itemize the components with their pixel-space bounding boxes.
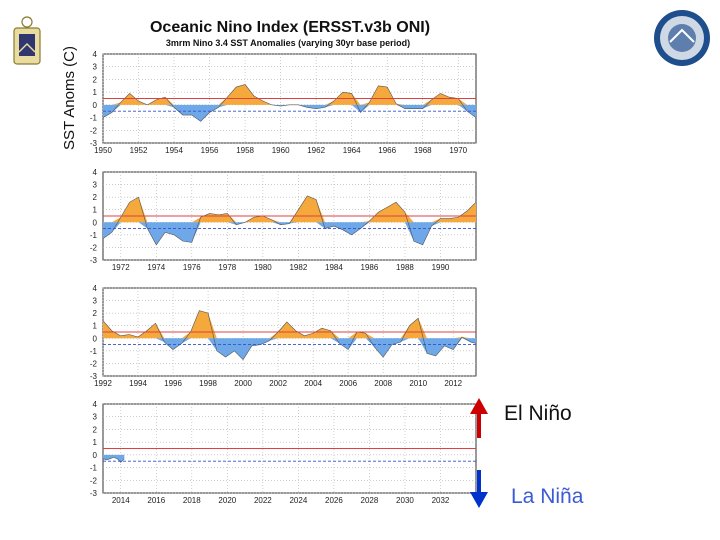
oni-series-line — [102, 195, 477, 246]
la-nina-area — [103, 338, 476, 360]
x-tick-label: 2016 — [147, 496, 165, 505]
y-tick-label: 4 — [93, 284, 98, 293]
x-tick-label: 2030 — [396, 496, 414, 505]
y-tick-label: 4 — [93, 400, 98, 409]
y-tick-label: 1 — [93, 88, 98, 97]
x-tick-label: 1950 — [94, 146, 112, 155]
x-tick-label: 2004 — [304, 379, 322, 388]
x-tick-label: 1996 — [164, 379, 182, 388]
x-tick-label: 2032 — [432, 496, 450, 505]
y-tick-label: -1 — [90, 347, 98, 356]
x-tick-label: 2020 — [218, 496, 236, 505]
x-tick-label: 1958 — [236, 146, 254, 155]
la-nina-label: La Niña — [511, 485, 584, 508]
oni-series-line — [102, 84, 477, 122]
x-tick-label: 1976 — [183, 263, 201, 272]
x-tick-label: 1972 — [112, 263, 130, 272]
x-tick-label: 2002 — [269, 379, 287, 388]
x-tick-label: 1982 — [289, 263, 307, 272]
x-tick-label: 1974 — [147, 263, 165, 272]
y-tick-label: 0 — [93, 218, 98, 227]
x-tick-label: 1980 — [254, 263, 272, 272]
y-tick-label: 2 — [93, 75, 98, 84]
y-tick-label: -2 — [90, 126, 98, 135]
y-tick-label: -3 — [90, 372, 98, 381]
y-tick-label: 3 — [93, 413, 98, 422]
y-tick-label: 0 — [93, 334, 98, 343]
y-axis-label: SST Anoms (C) — [61, 46, 78, 150]
y-tick-label: 1 — [93, 438, 98, 447]
panel-2: 4 3 2 1 0 -1 -2 -3 1972 1974 1976 1978 1980 1982 1984 1… — [90, 168, 477, 272]
x-tick-label: 1968 — [414, 146, 432, 155]
x-tick-label: 2022 — [254, 496, 272, 505]
x-tick-label: 1960 — [272, 146, 290, 155]
x-tick-label: 1978 — [218, 263, 236, 272]
y-tick-label: 0 — [93, 451, 98, 460]
x-tick-label: 1954 — [165, 146, 183, 155]
x-tick-label: 1966 — [378, 146, 396, 155]
panel-4: 4 3 2 1 0 -1 -2 -3 2014 2016 2018 2020 2022 2024 2026 2… — [90, 400, 477, 505]
y-tick-label: 3 — [93, 181, 98, 190]
y-tick-label: 4 — [93, 168, 98, 177]
x-tick-label: 2028 — [361, 496, 379, 505]
y-tick-label: 2 — [93, 193, 98, 202]
y-tick-label: 1 — [93, 206, 98, 215]
y-tick-label: 2 — [93, 309, 98, 318]
y-tick-label: 1 — [93, 322, 98, 331]
x-tick-label: 2010 — [409, 379, 427, 388]
chart-subtitle: 3mrm Nino 3.4 SST Anomalies (varying 30y… — [166, 38, 410, 48]
y-tick-label: -2 — [90, 243, 98, 252]
y-tick-label: -1 — [90, 114, 98, 123]
x-tick-label: 2008 — [374, 379, 392, 388]
y-tick-label: -3 — [90, 256, 98, 265]
y-tick-label: 4 — [93, 50, 98, 59]
y-tick-label: 3 — [93, 297, 98, 306]
y-tick-label: -3 — [90, 489, 98, 498]
la-nina-area — [103, 222, 476, 245]
x-tick-label: 2026 — [325, 496, 343, 505]
la-nina-area — [103, 454, 125, 463]
y-tick-label: -1 — [90, 231, 98, 240]
x-tick-label: 1970 — [449, 146, 467, 155]
el-nino-label: El Niño — [504, 402, 572, 425]
x-tick-label: 1986 — [361, 263, 379, 272]
chart-title: Oceanic Nino Index (ERSST.v3b ONI) — [150, 19, 430, 36]
y-tick-label: -2 — [90, 476, 98, 485]
x-tick-label: 2024 — [289, 496, 307, 505]
x-tick-label: 1994 — [129, 379, 147, 388]
x-tick-label: 2006 — [339, 379, 357, 388]
el-nino-area — [103, 84, 476, 105]
y-tick-label: -1 — [90, 464, 98, 473]
x-tick-label: 1962 — [307, 146, 325, 155]
el-nino-area — [103, 310, 476, 339]
oceanography-seal-icon — [654, 10, 710, 66]
oni-series-line — [102, 310, 477, 361]
x-tick-label: 1984 — [325, 263, 343, 272]
x-tick-label: 2000 — [234, 379, 252, 388]
y-tick-label: -3 — [90, 139, 98, 148]
x-tick-label: 2014 — [112, 496, 130, 505]
x-tick-label: 1964 — [343, 146, 361, 155]
el-nino-arrow-icon — [470, 398, 488, 438]
y-tick-label: -2 — [90, 359, 98, 368]
x-tick-label: 1992 — [94, 379, 112, 388]
oni-series-line — [102, 457, 125, 463]
y-tick-label: 2 — [93, 425, 98, 434]
x-tick-label: 2018 — [183, 496, 201, 505]
x-tick-label: 1988 — [396, 263, 414, 272]
x-tick-label: 1990 — [432, 263, 450, 272]
x-tick-label: 1956 — [201, 146, 219, 155]
x-tick-label: 1998 — [199, 379, 217, 388]
y-tick-label: 0 — [93, 101, 98, 110]
y-tick-label: 3 — [93, 63, 98, 72]
la-nina-arrow-icon — [470, 470, 488, 508]
x-tick-label: 1952 — [130, 146, 148, 155]
la-nina-area — [103, 104, 476, 122]
naval-academy-crest-icon — [13, 16, 41, 65]
x-tick-label: 2012 — [444, 379, 462, 388]
